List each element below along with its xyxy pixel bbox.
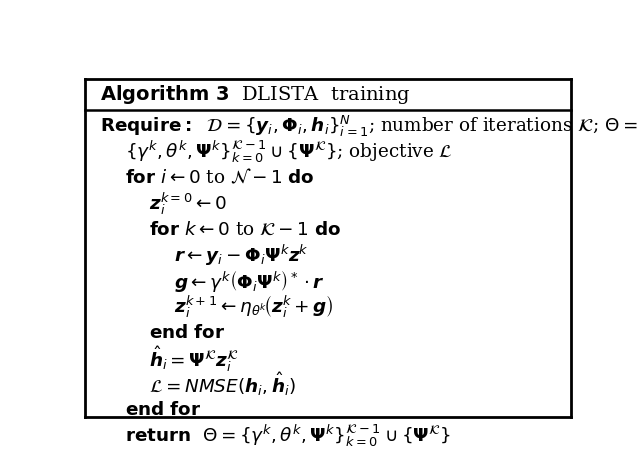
Text: $\mathcal{L} = NMSE(\boldsymbol{h}_i, \hat{\boldsymbol{h}}_i)$: $\mathcal{L} = NMSE(\boldsymbol{h}_i, \h… [150,371,296,398]
Text: $\boldsymbol{g} \leftarrow \gamma^k\left(\boldsymbol{\Phi}_i\boldsymbol{\Psi}^k\: $\boldsymbol{g} \leftarrow \gamma^k\left… [174,268,325,294]
Text: $\boldsymbol{r} \leftarrow \boldsymbol{y}_i - \boldsymbol{\Phi}_i\boldsymbol{\Ps: $\boldsymbol{r} \leftarrow \boldsymbol{y… [174,243,309,268]
Text: $\boldsymbol{z}_i^{k+1} \leftarrow \eta_{\theta^k}\!\left(\boldsymbol{z}_i^k + \: $\boldsymbol{z}_i^{k+1} \leftarrow \eta_… [174,294,334,320]
Text: $\hat{\boldsymbol{h}}_i = \boldsymbol{\Psi}^{\mathcal{K}}\boldsymbol{z}_i^{\math: $\hat{\boldsymbol{h}}_i = \boldsymbol{\P… [150,344,239,374]
Text: $\mathbf{for}$ $i \leftarrow 0$ to $\mathcal{N} - 1$ $\mathbf{do}$: $\mathbf{for}$ $i \leftarrow 0$ to $\mat… [125,168,314,187]
Text: $\mathbf{return}$  $\Theta = \{\gamma^k, \theta^k, \boldsymbol{\Psi}^k\}_{k=0}^{: $\mathbf{return}$ $\Theta = \{\gamma^k, … [125,423,451,449]
Text: $\mathbf{for}$ $k \leftarrow 0$ to $\mathcal{K} - 1$ $\mathbf{do}$: $\mathbf{for}$ $k \leftarrow 0$ to $\mat… [150,220,342,238]
Text: $\mathbf{end\ for}$: $\mathbf{end\ for}$ [150,324,226,342]
Text: $\mathbf{Require:}$  $\mathcal{D} = \{\boldsymbol{y}_i, \boldsymbol{\Phi}_i, \bo: $\mathbf{Require:}$ $\mathcal{D} = \{\bo… [100,114,637,139]
Text: $\boldsymbol{z}_i^{k=0} \leftarrow 0$: $\boldsymbol{z}_i^{k=0} \leftarrow 0$ [150,191,227,217]
Text: $\{\gamma^k, \theta^k, \boldsymbol{\Psi}^k\}_{k=0}^{\mathcal{K}-1} \cup \{\bolds: $\{\gamma^k, \theta^k, \boldsymbol{\Psi}… [125,139,452,165]
Text: $\mathbf{end\ for}$: $\mathbf{end\ for}$ [125,402,201,420]
Text: $\mathbf{Algorithm\ 3}$  DLISTA  training: $\mathbf{Algorithm\ 3}$ DLISTA training [100,83,410,106]
